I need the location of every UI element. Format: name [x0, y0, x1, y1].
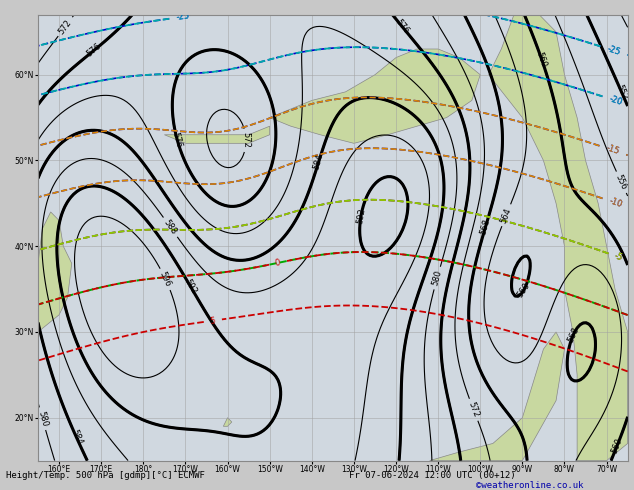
- Text: -25: -25: [606, 44, 621, 57]
- Text: -10: -10: [608, 196, 624, 209]
- Text: 560: 560: [535, 50, 548, 69]
- Text: -25: -25: [176, 11, 191, 22]
- Text: 572: 572: [242, 132, 250, 148]
- Text: Fr 07-06-2024 12:00 UTC (00+12): Fr 07-06-2024 12:00 UTC (00+12): [349, 471, 515, 480]
- Text: -5: -5: [614, 251, 624, 263]
- Text: 576: 576: [171, 131, 184, 149]
- Text: -15: -15: [605, 144, 621, 157]
- Text: Height/Temp. 500 hPa [gdmp][°C] ECMWF: Height/Temp. 500 hPa [gdmp][°C] ECMWF: [6, 471, 205, 480]
- Text: -5: -5: [614, 251, 624, 263]
- Text: 564: 564: [499, 206, 514, 224]
- Text: -20: -20: [608, 94, 624, 107]
- Text: 584: 584: [69, 429, 84, 447]
- Text: 568: 568: [479, 218, 492, 236]
- Text: -25: -25: [606, 44, 621, 57]
- Polygon shape: [34, 212, 72, 332]
- Text: -20: -20: [608, 94, 624, 107]
- Text: 560: 560: [610, 437, 624, 455]
- Text: 576: 576: [394, 18, 411, 36]
- Text: -15: -15: [605, 144, 621, 157]
- Text: 592: 592: [355, 207, 366, 224]
- Text: -25: -25: [176, 11, 191, 22]
- Text: 560: 560: [516, 281, 532, 299]
- Text: ©weatheronline.co.uk: ©weatheronline.co.uk: [476, 481, 583, 490]
- Text: 584: 584: [312, 152, 325, 170]
- Text: 572: 572: [467, 401, 481, 419]
- Text: 556: 556: [614, 173, 629, 192]
- Polygon shape: [489, 15, 628, 461]
- Text: 592: 592: [183, 278, 198, 296]
- Text: 580: 580: [36, 410, 49, 428]
- Text: 576: 576: [86, 42, 103, 59]
- Polygon shape: [269, 49, 480, 143]
- Text: 588: 588: [162, 218, 179, 236]
- Text: 0: 0: [275, 258, 281, 268]
- Text: 572: 572: [57, 18, 74, 36]
- Text: -5: -5: [614, 251, 624, 263]
- Text: 552: 552: [614, 83, 629, 101]
- Text: 580: 580: [430, 269, 444, 287]
- Text: 568: 568: [566, 326, 581, 344]
- Text: -10: -10: [608, 196, 624, 209]
- Text: 596: 596: [158, 270, 173, 288]
- Text: 5: 5: [210, 316, 216, 325]
- Polygon shape: [430, 332, 564, 461]
- Polygon shape: [223, 417, 232, 426]
- Polygon shape: [164, 126, 269, 143]
